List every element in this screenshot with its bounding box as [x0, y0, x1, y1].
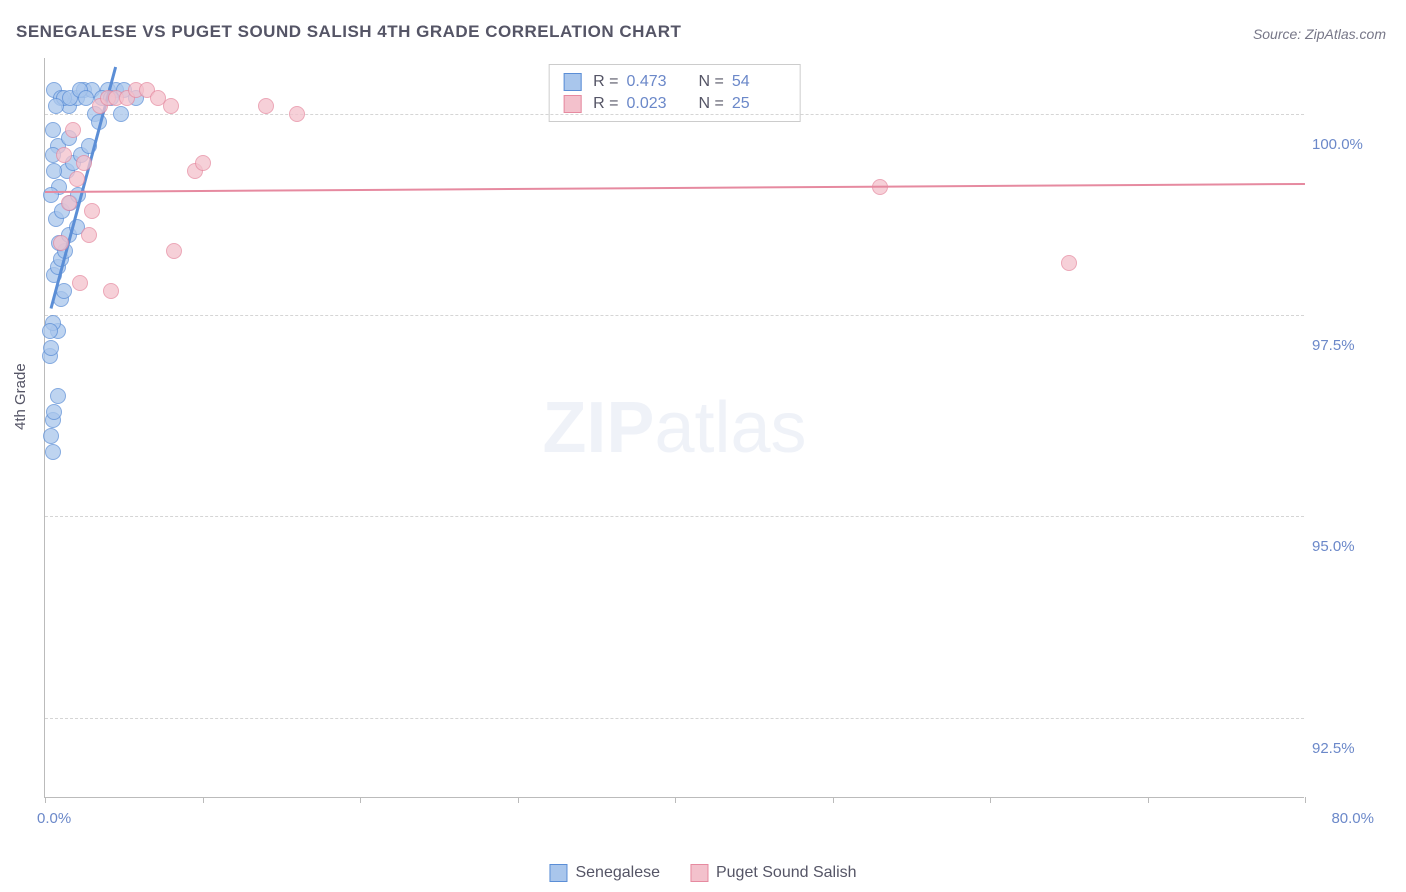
data-point — [45, 444, 61, 460]
gridline-h — [45, 315, 1304, 316]
legend-stats-row: R = 0.473 N = 54 — [563, 71, 786, 93]
chart-title: SENEGALESE VS PUGET SOUND SALISH 4TH GRA… — [16, 22, 681, 42]
data-point — [113, 106, 129, 122]
data-point — [43, 187, 59, 203]
data-point — [53, 235, 69, 251]
x-tick — [360, 797, 361, 803]
x-tick — [45, 797, 46, 803]
data-point — [1061, 255, 1077, 271]
data-point — [61, 195, 77, 211]
legend-n-label: N = — [699, 73, 724, 91]
y-tick-label: 92.5% — [1312, 740, 1382, 757]
x-tick — [675, 797, 676, 803]
data-point — [195, 155, 211, 171]
data-point — [48, 98, 64, 114]
legend-n-label: N = — [699, 95, 724, 113]
data-point — [166, 243, 182, 259]
watermark: ZIPatlas — [542, 387, 806, 469]
data-point — [76, 155, 92, 171]
data-point — [43, 340, 59, 356]
legend-r-label: R = — [593, 73, 618, 91]
legend-swatch — [563, 73, 581, 91]
x-tick — [1148, 797, 1149, 803]
data-point — [72, 275, 88, 291]
x-tick — [518, 797, 519, 803]
data-point — [65, 122, 81, 138]
data-point — [84, 203, 100, 219]
y-tick-label: 95.0% — [1312, 538, 1382, 555]
y-tick-label: 97.5% — [1312, 337, 1382, 354]
y-tick-label: 100.0% — [1312, 136, 1382, 153]
data-point — [56, 147, 72, 163]
gridline-h — [45, 516, 1304, 517]
legend-n-value: 25 — [732, 95, 786, 113]
legend-r-label: R = — [593, 95, 618, 113]
watermark-zip: ZIP — [542, 388, 654, 468]
legend-item: Senegalese — [549, 864, 660, 882]
data-point — [42, 323, 58, 339]
x-tick — [203, 797, 204, 803]
legend-r-value: 0.023 — [627, 95, 681, 113]
watermark-atlas: atlas — [654, 388, 806, 468]
data-point — [163, 98, 179, 114]
data-point — [43, 428, 59, 444]
data-point — [103, 283, 119, 299]
gridline-h — [45, 718, 1304, 719]
gridline-h — [45, 114, 1304, 115]
legend-stats-row: R = 0.023 N = 25 — [563, 93, 786, 115]
data-point — [69, 171, 85, 187]
data-point — [258, 98, 274, 114]
source-label: Source: ZipAtlas.com — [1253, 26, 1386, 42]
legend-item: Puget Sound Salish — [690, 864, 857, 882]
legend-series-name: Puget Sound Salish — [716, 864, 857, 882]
x-axis-max-label: 80.0% — [1331, 810, 1374, 827]
legend-series-name: Senegalese — [575, 864, 660, 882]
x-tick — [990, 797, 991, 803]
data-point — [289, 106, 305, 122]
x-tick — [833, 797, 834, 803]
legend-swatch — [690, 864, 708, 882]
legend-r-value: 0.473 — [627, 73, 681, 91]
x-axis-min-label: 0.0% — [37, 810, 71, 827]
plot-area: ZIPatlas R =0.473N =54R =0.023N =25 0.0%… — [44, 58, 1304, 798]
data-point — [45, 122, 61, 138]
legend-swatch — [563, 95, 581, 113]
data-point — [50, 388, 66, 404]
legend-bottom: Senegalese Puget Sound Salish — [549, 864, 856, 882]
y-axis-title: 4th Grade — [12, 363, 29, 430]
data-point — [81, 227, 97, 243]
data-point — [46, 163, 62, 179]
data-point — [46, 404, 62, 420]
legend-stats: R = 0.473 N = 54 R = 0.023 N = 25 — [548, 64, 801, 122]
x-tick — [1305, 797, 1306, 803]
trend-line — [45, 183, 1305, 193]
legend-swatch — [549, 864, 567, 882]
legend-n-value: 54 — [732, 73, 786, 91]
